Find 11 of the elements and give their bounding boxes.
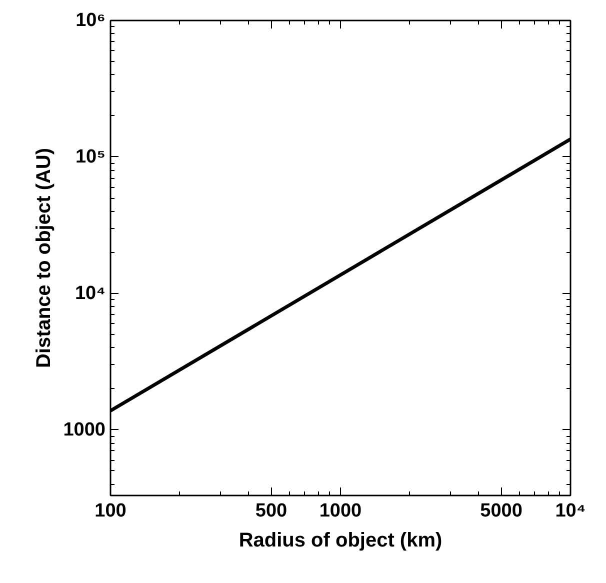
x-axis-title: Radius of object (km) [238,530,442,552]
x-tick-label: 500 [255,500,288,522]
y-axis-title: Distance to object (AU) [33,148,56,368]
x-tick-label: 100 [94,500,126,522]
y-tick-label: 10⁵ [75,146,106,168]
x-tick-label: 1000 [319,500,362,522]
x-tick-label: 10⁴ [555,500,586,522]
y-tick-label: 1000 [63,419,106,440]
y-tick-label: 10⁶ [76,10,106,31]
y-tick-label: 10⁴ [74,282,106,304]
x-tick-label: 5000 [480,500,522,522]
